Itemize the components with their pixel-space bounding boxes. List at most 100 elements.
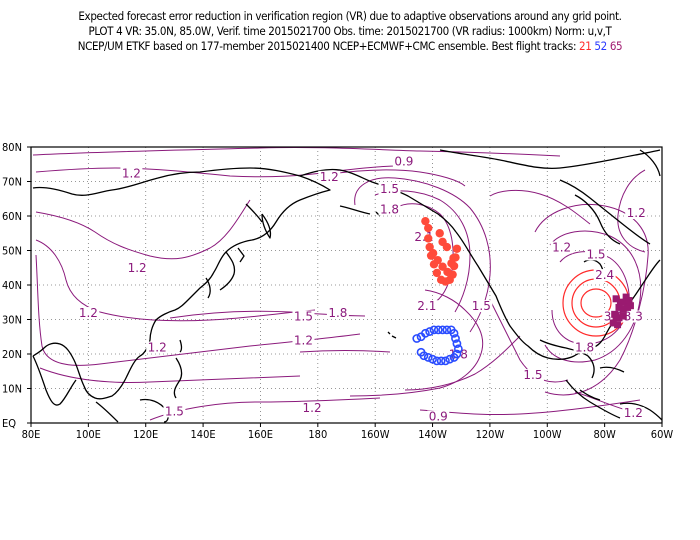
contour-label: 1.8 (328, 306, 347, 320)
coastline-hawaii (387, 331, 397, 339)
track-65-point (626, 302, 634, 310)
longitude-labels: 80E 100E 120E 140E 160E 180 160W 140W 120W 100W 80… (22, 428, 674, 441)
contour-line (489, 189, 591, 225)
contour-label: 1.5 (294, 310, 313, 324)
contour-label: 1.2 (148, 341, 167, 355)
contour-label-bg (301, 401, 324, 414)
x-tick-label: 140E (191, 428, 216, 441)
contour-label: 1.2 (122, 166, 141, 180)
contour-line (374, 190, 471, 313)
y-tick-label: 10N (2, 383, 22, 396)
contour-label-bg (573, 341, 596, 354)
coastline-sumatra (95, 401, 119, 423)
track-65-point (619, 312, 627, 320)
x-tick-label: 60W (651, 428, 674, 441)
contour-line (534, 203, 649, 396)
contour-line (329, 169, 466, 187)
contour-line (35, 165, 401, 178)
contour-label-bg (622, 310, 645, 323)
x-tick-label: 120E (133, 428, 158, 441)
contour-label-bg (292, 310, 315, 323)
coastline-korea (205, 277, 211, 299)
track-52-point (433, 325, 443, 335)
track-65-point (619, 305, 627, 313)
track-52-point (452, 339, 462, 349)
y-tick-label: EQ (2, 417, 16, 430)
contour-label-bg (427, 410, 450, 423)
coastline-kamchatka (261, 213, 272, 239)
contour-label-bg (392, 155, 415, 168)
contour-label: 2.4 (595, 268, 614, 282)
contour-label: 1.2 (552, 241, 571, 255)
contour-label: 1.2 (79, 306, 98, 320)
latitude-labels: EQ 10N 20N 30N 40N 50N 60N 70N 80N (2, 141, 22, 430)
track-52-point (432, 356, 442, 366)
figure-title-line-3: NCEP/UM ETKF based on 177-member 2015021… (0, 39, 700, 53)
contour-label-bg (292, 334, 315, 347)
contour-label-bg (622, 407, 645, 420)
contour-label: 0.9 (429, 410, 448, 424)
track-52-point (449, 328, 459, 338)
x-tick-label: 180 (308, 428, 327, 441)
coastline-hudson-bay (574, 194, 621, 245)
coastline-india (32, 355, 77, 406)
track-52-point (412, 334, 422, 343)
track-52-point (453, 344, 463, 354)
contour-line (354, 177, 491, 333)
contour-label: 1.5 (380, 182, 399, 196)
track-21-point (424, 223, 433, 233)
track-52-point (442, 325, 452, 335)
y-tick-label: 70N (2, 176, 22, 189)
y-tick-label: 60N (2, 210, 22, 223)
contour-label: 1.5 (586, 247, 605, 261)
contour-label-bg (120, 167, 143, 180)
contour-label: 3.3 (624, 310, 643, 324)
track-21-point (424, 234, 433, 243)
contour-labels: 1.2 1.20.91.51.81.21.21.21.5 1.81.22.12.1 1… (77, 154, 648, 424)
map-background (31, 147, 662, 423)
track-21-point (435, 229, 444, 238)
track-21-point (425, 242, 434, 252)
contour-line (35, 239, 316, 322)
track-52-point (416, 347, 426, 357)
track-21-point (443, 267, 452, 277)
contour-label-bg (550, 241, 573, 254)
x-tick-label: 100W (533, 428, 562, 441)
contour-line (489, 299, 569, 383)
track-65-point (621, 298, 629, 306)
axis-ticks (27, 146, 663, 427)
track-52-point (438, 325, 447, 335)
coastline-sea-of-okhotsk (245, 203, 263, 223)
y-tick-label: 50N (2, 245, 22, 258)
track-52-point (425, 327, 435, 336)
contour-label: 1.5 (523, 368, 542, 382)
coastline-central-america (565, 379, 621, 419)
x-tick-label: 160E (248, 428, 273, 441)
contour-label: 1.2 (627, 206, 646, 220)
contour-label-bg (326, 307, 349, 320)
contour-line (299, 350, 391, 353)
coastline-philippines (173, 357, 183, 399)
contour-label-bg (415, 300, 438, 313)
track-65-point (616, 298, 624, 306)
track-65-point (622, 293, 630, 301)
coastline-south-america (619, 402, 663, 421)
contour-label: 1.8 (380, 203, 399, 217)
x-tick-label: 160W (361, 428, 390, 441)
contour-line (35, 199, 251, 260)
contour-label-bg (585, 248, 608, 261)
contour-line (349, 289, 484, 397)
track-21-point (442, 242, 452, 252)
track-52-point (428, 354, 437, 364)
track-21-point (433, 255, 442, 265)
track-65-point (614, 321, 622, 329)
x-tick-label: 80E (22, 428, 41, 441)
coastline-taiwan (179, 339, 183, 353)
contour-line (394, 203, 454, 305)
contour-label-bg (378, 182, 401, 195)
contour-line (617, 169, 646, 253)
contour-label: 1.2 (128, 261, 147, 275)
contour-label-bg (521, 369, 544, 382)
track-65-point (612, 295, 620, 303)
ensemble-description: NCEP/UM ETKF based on 177-member 2015021… (77, 39, 580, 53)
